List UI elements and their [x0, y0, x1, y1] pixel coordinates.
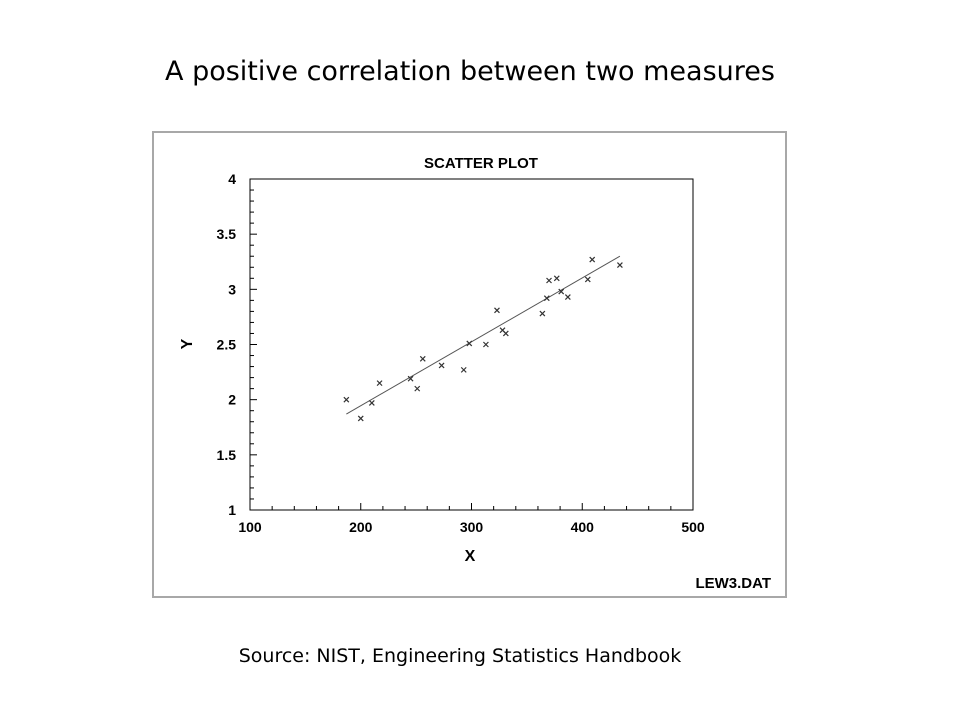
x-tick-label: 500	[681, 519, 705, 535]
regression-line	[346, 255, 621, 415]
data-point	[419, 355, 426, 362]
x-axis-ticks: 100 200 300 400 500	[238, 503, 705, 535]
data-point	[564, 294, 571, 300]
data-point	[343, 396, 350, 403]
data-point	[584, 276, 591, 283]
x-tick-label: 200	[349, 519, 373, 535]
data-point	[460, 366, 467, 373]
y-tick-label: 3	[228, 281, 236, 297]
data-point	[482, 341, 489, 348]
y-tick-label: 1	[228, 502, 236, 518]
data-point	[589, 256, 596, 263]
y-tick-label: 2	[228, 392, 236, 408]
y-axis-label: Y	[179, 338, 196, 349]
x-axis-label: X	[465, 548, 476, 565]
data-point	[502, 330, 509, 337]
y-tick-label: 4	[228, 171, 236, 187]
data-point	[494, 307, 500, 314]
data-point	[546, 277, 552, 284]
data-point	[466, 340, 473, 347]
data-point	[368, 400, 375, 406]
source-caption: Source: NIST, Engineering Statistics Han…	[238, 645, 682, 667]
x-tick-label: 300	[460, 519, 484, 535]
slide-title: A positive correlation between two measu…	[165, 56, 775, 87]
y-tick-label: 1.5	[217, 447, 237, 463]
data-point	[407, 375, 414, 382]
data-points	[343, 256, 623, 422]
chart-title: SCATTER PLOT	[424, 155, 538, 172]
scatter-plot-chart: SCATTER PLOT 1 1.5 2 2.5 3 3.5 4 100 200 300 400 5…	[179, 155, 771, 592]
data-point	[558, 288, 565, 295]
y-axis-ticks: 1 1.5 2 2.5 3 3.5 4	[217, 171, 257, 518]
x-tick-label: 100	[238, 519, 262, 535]
data-point	[376, 380, 383, 387]
data-point	[438, 362, 445, 369]
y-tick-label: 3.5	[217, 226, 237, 242]
data-point	[357, 415, 364, 422]
data-file-label: LEW3.DAT	[695, 575, 771, 592]
data-point	[414, 385, 421, 392]
data-point	[543, 295, 550, 302]
data-point	[539, 310, 546, 317]
y-tick-label: 2.5	[217, 337, 237, 353]
x-tick-label: 400	[571, 519, 595, 535]
data-point	[616, 262, 623, 268]
plot-frame	[249, 178, 694, 511]
scatter-plot-figure: SCATTER PLOT 1 1.5 2 2.5 3 3.5 4 100 200 300 400 5…	[152, 131, 787, 598]
data-point	[553, 275, 560, 282]
